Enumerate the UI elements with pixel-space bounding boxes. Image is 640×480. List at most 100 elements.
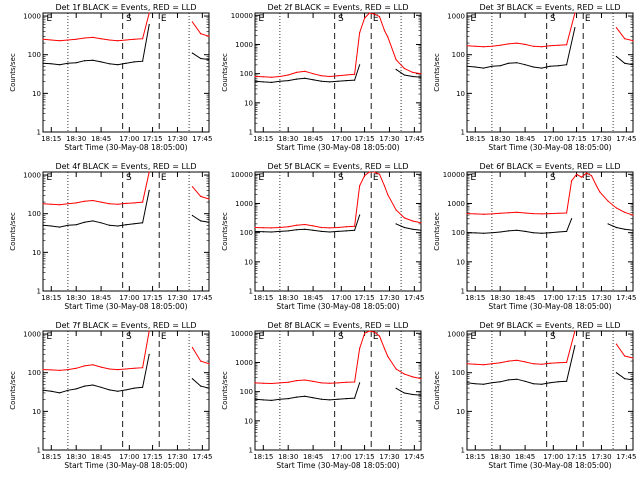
chart-panel-9: Det 9f BLACK = Events, RED = LLD 1 10 100 10… [433, 321, 636, 470]
data-point [92, 364, 94, 366]
x-tick-label: 17:30 [167, 294, 187, 302]
data-point [304, 70, 306, 72]
x-tick-label: 18:30 [66, 294, 86, 302]
x-tick-label: 18:45 [515, 294, 535, 302]
data-point [491, 232, 493, 234]
series-line-lld [255, 13, 421, 78]
data-point [75, 38, 77, 40]
data-point [117, 64, 119, 66]
data-point [304, 228, 306, 230]
data-point [304, 379, 306, 381]
data-point [108, 63, 110, 65]
data-point [125, 368, 127, 370]
data-point [142, 222, 144, 224]
data-point [200, 57, 202, 60]
x-tick-label: 18:15 [41, 135, 61, 143]
data-point [549, 362, 551, 364]
interval-marker: E [161, 332, 167, 342]
data-point [524, 230, 526, 232]
data-point [566, 361, 568, 363]
x-tick-label: 18:30 [278, 453, 298, 461]
data-point [557, 44, 559, 46]
data-point [42, 369, 44, 371]
data-point [632, 40, 634, 42]
data-point [624, 228, 626, 230]
data-point [483, 46, 485, 48]
data-point [403, 74, 405, 76]
data-point [615, 27, 618, 29]
data-point [474, 232, 476, 234]
data-point [354, 225, 356, 227]
data-point [133, 38, 135, 40]
data-point [499, 65, 501, 67]
data-point [83, 385, 86, 387]
data-point [125, 224, 127, 226]
data-point [148, 189, 150, 191]
x-tick-label: 18:45 [303, 453, 323, 461]
x-tick-label: 17:30 [591, 453, 611, 461]
data-point [549, 213, 551, 215]
data-point [208, 58, 210, 61]
data-point [491, 213, 493, 215]
x-tick-label: 17:00 [543, 453, 563, 461]
interval-marker: E [258, 14, 264, 24]
x-tick-label: 18:45 [91, 294, 111, 302]
data-point [541, 363, 543, 365]
x-tick-label: 17:30 [591, 135, 611, 143]
x-tick-label: 18:30 [66, 453, 86, 461]
data-point [75, 388, 77, 390]
data-point [320, 226, 322, 229]
interval-marker: E [161, 14, 167, 24]
data-point [254, 230, 256, 232]
data-point [83, 221, 86, 223]
data-point [359, 32, 361, 34]
data-point [403, 392, 405, 394]
x-tick-label: 17:30 [167, 135, 187, 143]
interval-marker: E [470, 14, 476, 24]
chart-title: Det 4f BLACK = Events, RED = LLD [55, 162, 196, 171]
data-point [412, 75, 414, 78]
data-point [574, 330, 576, 332]
data-point [42, 389, 44, 391]
data-point [590, 175, 593, 177]
chart-panel-2: Det 2f BLACK = Events, RED = LLD 1 10 100 10… [221, 3, 424, 152]
data-point [615, 55, 618, 58]
data-point [507, 379, 510, 381]
y-axis-label: Counts/sec [9, 371, 17, 410]
data-point [615, 226, 618, 229]
data-point [254, 80, 256, 82]
y-tick-label: 10 [32, 249, 41, 257]
data-point [67, 369, 69, 371]
y-tick-label: 10000 [231, 12, 253, 20]
y-tick-label: 100 [240, 70, 253, 78]
data-point [507, 212, 510, 214]
data-point [262, 399, 264, 401]
data-point [320, 230, 322, 232]
interval-marker: S [550, 173, 556, 183]
data-point [312, 73, 314, 75]
interval-marker: E [585, 14, 591, 24]
data-point [566, 64, 568, 66]
data-point [354, 79, 356, 81]
data-point [483, 67, 485, 69]
data-point [125, 39, 127, 41]
data-point [271, 76, 273, 78]
data-point [483, 232, 485, 234]
data-point [271, 227, 273, 229]
y-axis-label: Counts/sec [433, 212, 441, 251]
data-point [50, 203, 52, 205]
data-point [420, 73, 422, 75]
data-point [312, 380, 314, 382]
data-point [585, 172, 588, 174]
data-point [75, 367, 77, 369]
data-point [329, 382, 331, 384]
x-axis-label: Start Time (30-May-08 18:05:00) [276, 143, 399, 152]
data-point [42, 203, 44, 205]
data-point [524, 64, 526, 66]
data-point [254, 398, 256, 400]
data-point [191, 52, 193, 54]
data-point [395, 59, 397, 61]
data-point [254, 226, 256, 229]
data-point [364, 17, 366, 19]
plot-frame [466, 12, 634, 133]
